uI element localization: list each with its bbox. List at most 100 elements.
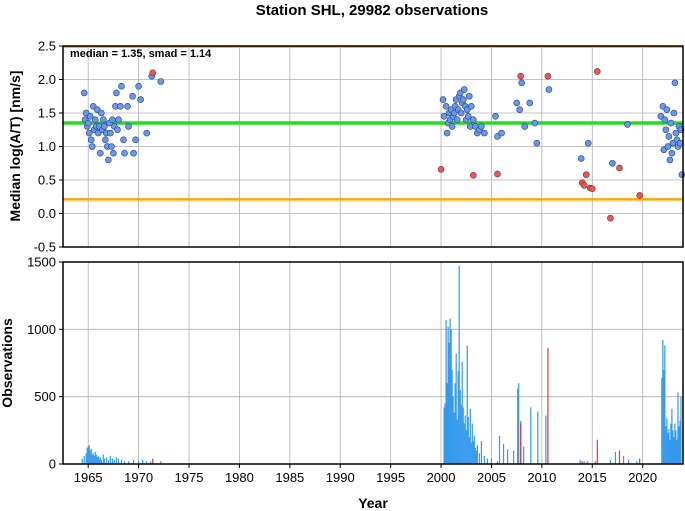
data-point [526, 99, 534, 107]
observation-bar [90, 449, 92, 464]
data-point [531, 119, 539, 127]
data-point [518, 79, 525, 87]
data-point [662, 126, 670, 134]
data-point [125, 123, 132, 130]
data-point [513, 99, 520, 107]
observation-bar [669, 439, 671, 464]
observation-bar [480, 441, 482, 464]
x-tick-label: 1985 [275, 470, 304, 485]
x-axis-label: Year [358, 495, 388, 511]
data-point [516, 106, 523, 113]
observation-bar [609, 459, 612, 464]
observation-bar [91, 454, 93, 464]
observation-bar [454, 383, 456, 464]
observation-bar [451, 369, 453, 464]
observation-bar [518, 383, 520, 464]
data-point [105, 156, 112, 164]
observation-bar [666, 418, 668, 464]
observation-bar [459, 389, 461, 464]
observation-bar [614, 451, 617, 464]
outlier-point [437, 165, 445, 173]
observation-bar [127, 461, 130, 464]
observation-bar [502, 443, 505, 464]
observation-bar [120, 459, 123, 464]
data-point [624, 121, 631, 128]
observation-bar [455, 353, 457, 464]
observation-bar [471, 423, 473, 464]
observation-bar [469, 408, 471, 464]
data-point [521, 123, 529, 130]
data-point [129, 92, 136, 100]
x-tick-label: 2020 [628, 470, 657, 485]
data-point [137, 96, 144, 103]
observation-bar [100, 459, 102, 464]
observation-bar [94, 451, 96, 464]
observation-bar [443, 407, 445, 464]
observation-bar [470, 442, 472, 464]
data-point [132, 136, 139, 144]
median-annotation: median = 1.35, smad = 1.14 [70, 48, 212, 60]
observation-bar [89, 450, 91, 464]
observation-bar [88, 445, 90, 464]
x-ticks: 1965 1970 1975 1980 1985 1990 1995 2000 2005 2010… [74, 464, 657, 485]
y-tick-label: 2.5 [38, 39, 56, 54]
observation-bar [680, 396, 682, 464]
observation-bar [674, 423, 676, 464]
observation-bar [679, 420, 681, 464]
observation-bar [545, 415, 547, 464]
data-point [671, 79, 679, 87]
x-tick-label: 1975 [175, 470, 204, 485]
x-tick-label: 1995 [376, 470, 405, 485]
observation-bar [517, 388, 519, 464]
observation-bar [102, 454, 104, 464]
data-point [667, 119, 675, 127]
bar-plot-area [63, 262, 683, 464]
data-point [97, 149, 104, 157]
x-tick-label: 2010 [527, 470, 556, 485]
observation-bar [667, 433, 669, 464]
data-point [101, 123, 108, 130]
data-point [676, 139, 684, 147]
observation-bar [453, 412, 455, 464]
x-tick-label: 2000 [427, 470, 456, 485]
bars [81, 266, 682, 464]
x-tick-label: 1965 [74, 470, 103, 485]
data-point [545, 86, 553, 93]
observation-bar [462, 407, 464, 464]
data-point [672, 129, 680, 137]
data-point [109, 116, 116, 123]
observation-bar [98, 458, 100, 464]
data-point [143, 129, 150, 137]
outlier-point [616, 164, 623, 172]
data-point [533, 139, 541, 147]
outlier-bar [152, 458, 154, 464]
y-tick-label: 0.0 [38, 206, 56, 221]
observation-bar [676, 439, 678, 464]
data-point [609, 159, 616, 167]
observation-bar [466, 345, 468, 464]
observation-bar [463, 423, 465, 464]
observation-bar [670, 423, 672, 464]
y-tick-label: 0.5 [38, 173, 56, 188]
y-tick-label: 1500 [27, 255, 56, 270]
observation-bar [668, 428, 670, 464]
x-tick-label: 1980 [225, 470, 254, 485]
x-tick-label: 2005 [477, 470, 506, 485]
y-tick-label: 1000 [27, 322, 56, 337]
data-point [666, 156, 674, 164]
observation-bar [483, 455, 485, 464]
x-tick-label: 1990 [326, 470, 355, 485]
data-point [459, 96, 467, 103]
observation-bar [445, 319, 447, 464]
observation-bar [673, 437, 675, 464]
observation-bar [661, 377, 663, 464]
data-point [118, 82, 125, 90]
observation-bar [523, 446, 525, 464]
outlier-bar [520, 423, 522, 464]
observation-bar [87, 446, 89, 464]
data-point [439, 96, 447, 103]
observation-bar [473, 435, 475, 464]
x-tick-label: 2015 [578, 470, 607, 485]
observation-bar [96, 457, 98, 464]
outlier-point [582, 171, 590, 178]
